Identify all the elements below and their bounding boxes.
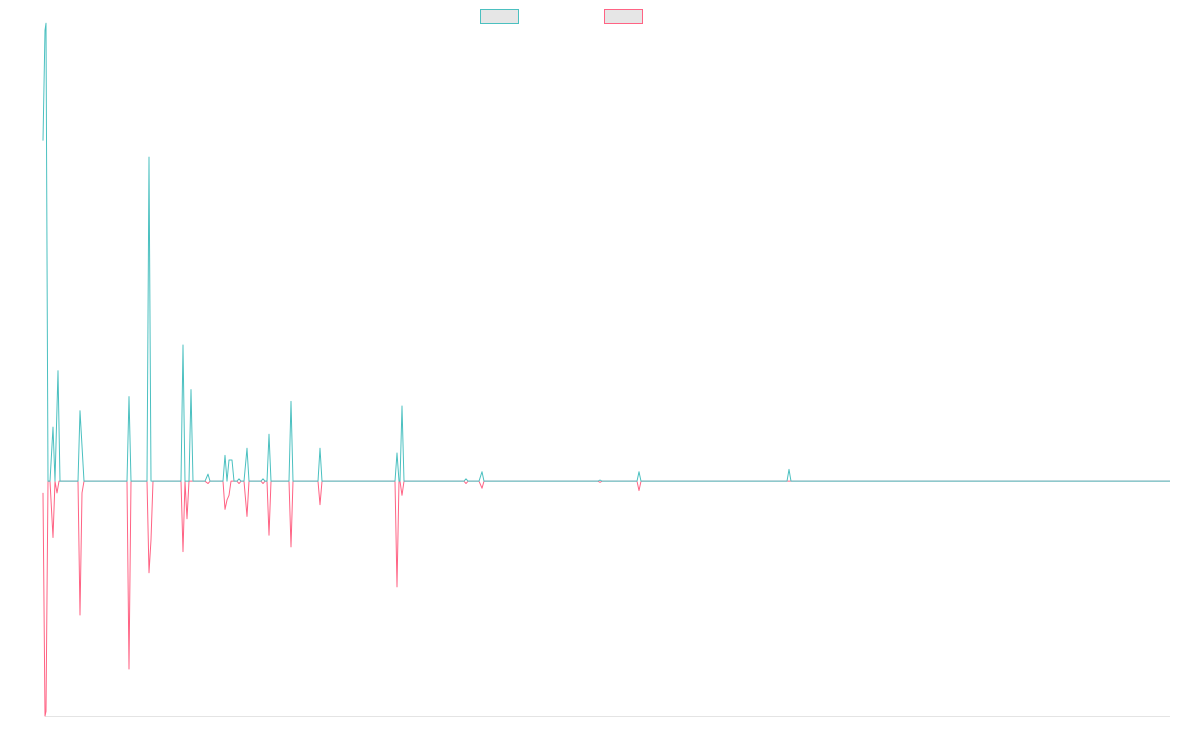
series-line-1 xyxy=(42,22,1170,482)
legend-item-series-1[interactable] xyxy=(480,9,519,24)
series-line-2 xyxy=(42,480,1170,717)
series-layer xyxy=(42,22,1170,717)
legend-item-series-2[interactable] xyxy=(604,9,643,24)
